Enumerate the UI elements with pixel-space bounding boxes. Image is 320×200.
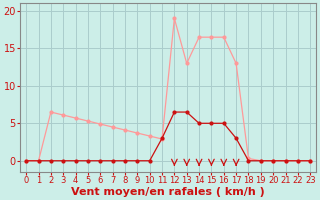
X-axis label: Vent moyen/en rafales ( km/h ): Vent moyen/en rafales ( km/h ): [71, 187, 265, 197]
